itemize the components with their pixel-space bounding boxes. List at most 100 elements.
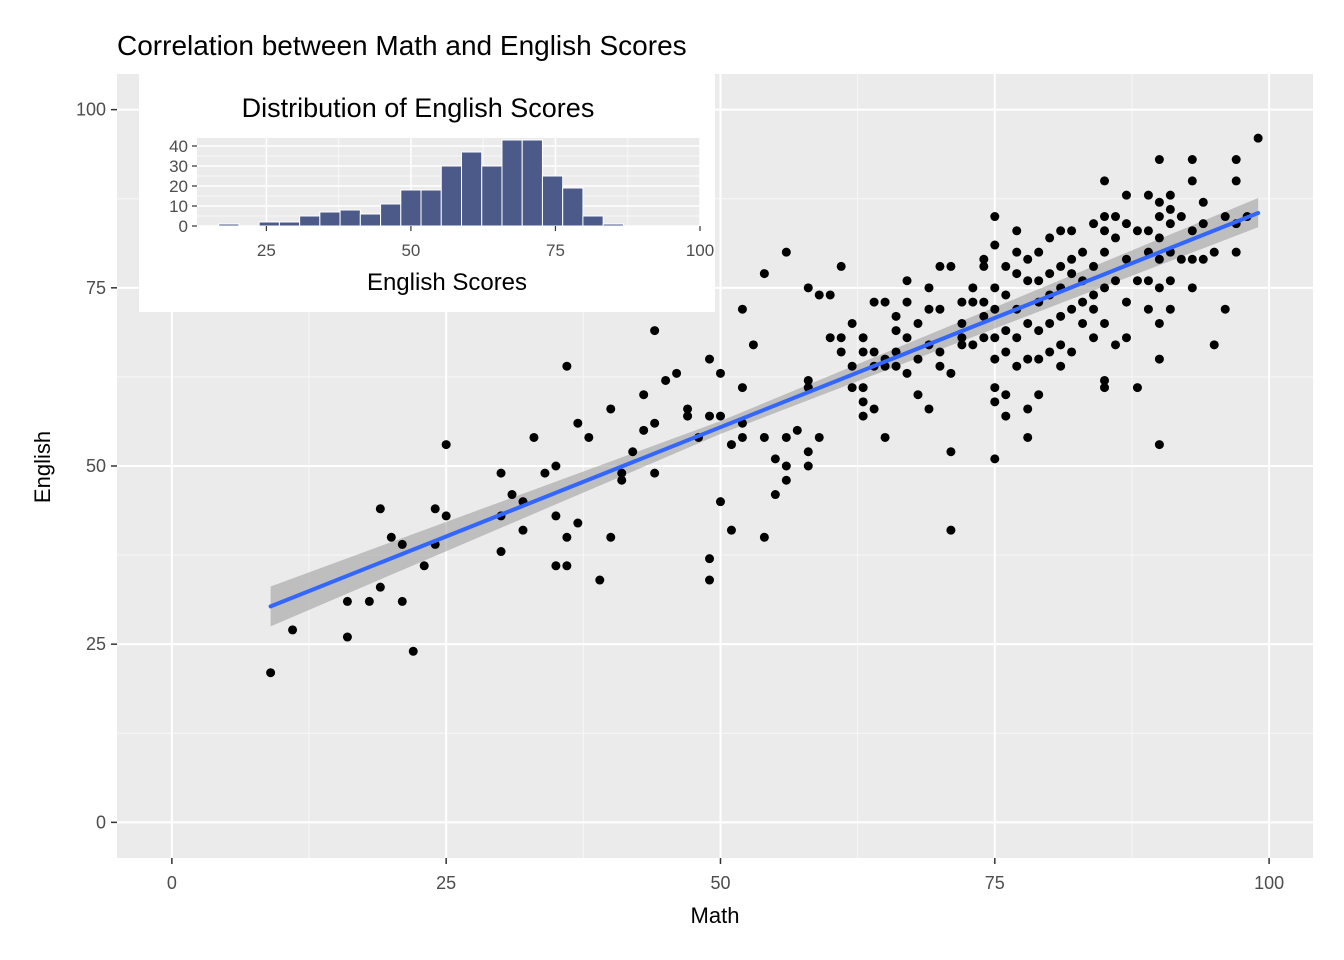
- data-point: [650, 326, 660, 336]
- data-point: [858, 333, 868, 343]
- data-point: [990, 240, 1000, 250]
- data-point: [858, 347, 868, 357]
- data-point: [1100, 375, 1110, 385]
- histogram-bar: [258, 221, 280, 227]
- data-point: [869, 404, 879, 414]
- data-point: [1198, 219, 1208, 229]
- data-point: [1143, 304, 1153, 314]
- data-point: [770, 454, 780, 464]
- data-point: [1056, 261, 1066, 271]
- data-point: [386, 532, 396, 542]
- y-tick-label: 0: [96, 812, 106, 832]
- data-point: [781, 432, 791, 442]
- data-point: [1001, 290, 1011, 300]
- data-point: [1067, 226, 1077, 236]
- data-point: [375, 582, 385, 592]
- data-point: [1078, 297, 1088, 307]
- data-point: [825, 290, 835, 300]
- data-point: [540, 468, 550, 478]
- data-point: [430, 504, 440, 514]
- histogram-bar: [501, 139, 523, 227]
- data-point: [705, 411, 715, 421]
- data-point: [1121, 190, 1131, 200]
- data-point: [770, 490, 780, 500]
- inset-x-axis-title: English Scores: [367, 269, 527, 296]
- histogram-bar: [218, 223, 240, 227]
- data-point: [759, 532, 769, 542]
- data-point: [957, 340, 967, 350]
- data-point: [792, 425, 802, 435]
- data-point: [1067, 304, 1077, 314]
- data-point: [902, 276, 912, 286]
- inset-y-tick-label: 20: [169, 177, 188, 196]
- data-point: [1165, 204, 1175, 214]
- data-point: [1034, 354, 1044, 364]
- data-point: [935, 304, 945, 314]
- data-point: [1176, 212, 1186, 222]
- data-point: [1187, 226, 1197, 236]
- data-point: [661, 375, 671, 385]
- data-point: [946, 368, 956, 378]
- data-point: [617, 475, 627, 485]
- histogram-bar: [582, 215, 604, 227]
- data-point: [726, 440, 736, 450]
- data-point: [518, 525, 528, 535]
- y-tick-label: 50: [86, 456, 106, 476]
- data-point: [1220, 304, 1230, 314]
- data-point: [781, 475, 791, 485]
- data-point: [715, 497, 725, 507]
- chart-title: Correlation between Math and English Sco…: [117, 30, 687, 61]
- data-point: [858, 411, 868, 421]
- data-point: [342, 632, 352, 642]
- histogram-bar: [440, 165, 463, 227]
- data-point: [1012, 361, 1022, 371]
- data-point: [1154, 212, 1164, 222]
- data-point: [990, 454, 1000, 464]
- data-point: [1154, 155, 1164, 165]
- data-point: [990, 333, 1000, 343]
- data-point: [628, 447, 638, 457]
- data-point: [968, 283, 978, 293]
- data-point: [880, 432, 890, 442]
- data-point: [1209, 247, 1219, 257]
- data-point: [847, 318, 857, 328]
- data-point: [1165, 304, 1175, 314]
- data-point: [913, 318, 923, 328]
- data-point: [1023, 354, 1033, 364]
- data-point: [836, 333, 846, 343]
- data-point: [836, 347, 846, 357]
- data-point: [683, 404, 693, 414]
- data-point: [1253, 133, 1263, 143]
- x-tick-label: 25: [436, 873, 456, 893]
- data-point: [979, 311, 989, 321]
- data-point: [759, 432, 769, 442]
- data-point: [1110, 276, 1120, 286]
- data-point: [639, 390, 649, 400]
- data-point: [1034, 390, 1044, 400]
- data-point: [935, 347, 945, 357]
- data-point: [935, 261, 945, 271]
- data-point: [902, 333, 912, 343]
- data-point: [1110, 233, 1120, 243]
- data-point: [858, 383, 868, 393]
- data-point: [935, 361, 945, 371]
- data-point: [1067, 347, 1077, 357]
- data-point: [1187, 254, 1197, 264]
- histogram-bar: [339, 209, 361, 227]
- data-point: [1023, 318, 1033, 328]
- data-point: [1132, 383, 1142, 393]
- data-point: [858, 397, 868, 407]
- y-tick-label: 100: [76, 100, 106, 120]
- data-point: [1154, 254, 1164, 264]
- inset-x-tick-label: 75: [546, 241, 565, 260]
- data-point: [1045, 318, 1055, 328]
- data-point: [1045, 233, 1055, 243]
- data-point: [781, 461, 791, 471]
- data-point: [1154, 233, 1164, 243]
- data-point: [1165, 190, 1175, 200]
- data-point: [847, 361, 857, 371]
- data-point: [1154, 197, 1164, 207]
- data-point: [1045, 347, 1055, 357]
